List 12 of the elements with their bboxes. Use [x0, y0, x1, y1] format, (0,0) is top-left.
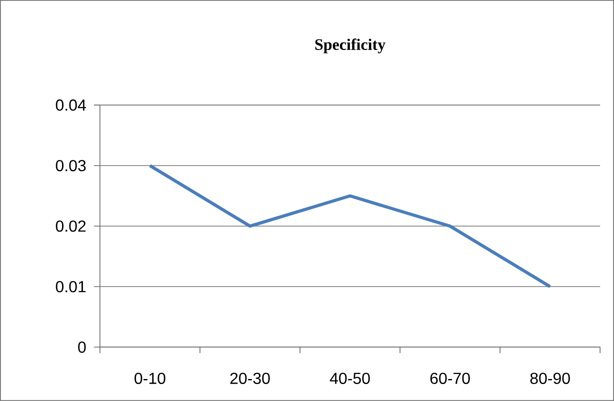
chart-title: Specificity	[315, 38, 386, 54]
line-series	[148, 164, 552, 288]
x-tick-label: 20-30	[230, 372, 270, 384]
x-tick-label: 60-70	[430, 372, 470, 384]
y-tick-label: 0.03	[56, 160, 86, 172]
y-tick-label: 0.02	[56, 220, 86, 232]
y-tick-label: 0.04	[56, 99, 86, 111]
y-tick-label: 0.01	[56, 281, 86, 292]
y-tick-label: 0	[78, 342, 86, 353]
x-tick-label: 80-90	[530, 372, 570, 384]
x-tick-label: 40-50	[330, 372, 370, 384]
x-tick-label: 0-10	[134, 372, 166, 384]
